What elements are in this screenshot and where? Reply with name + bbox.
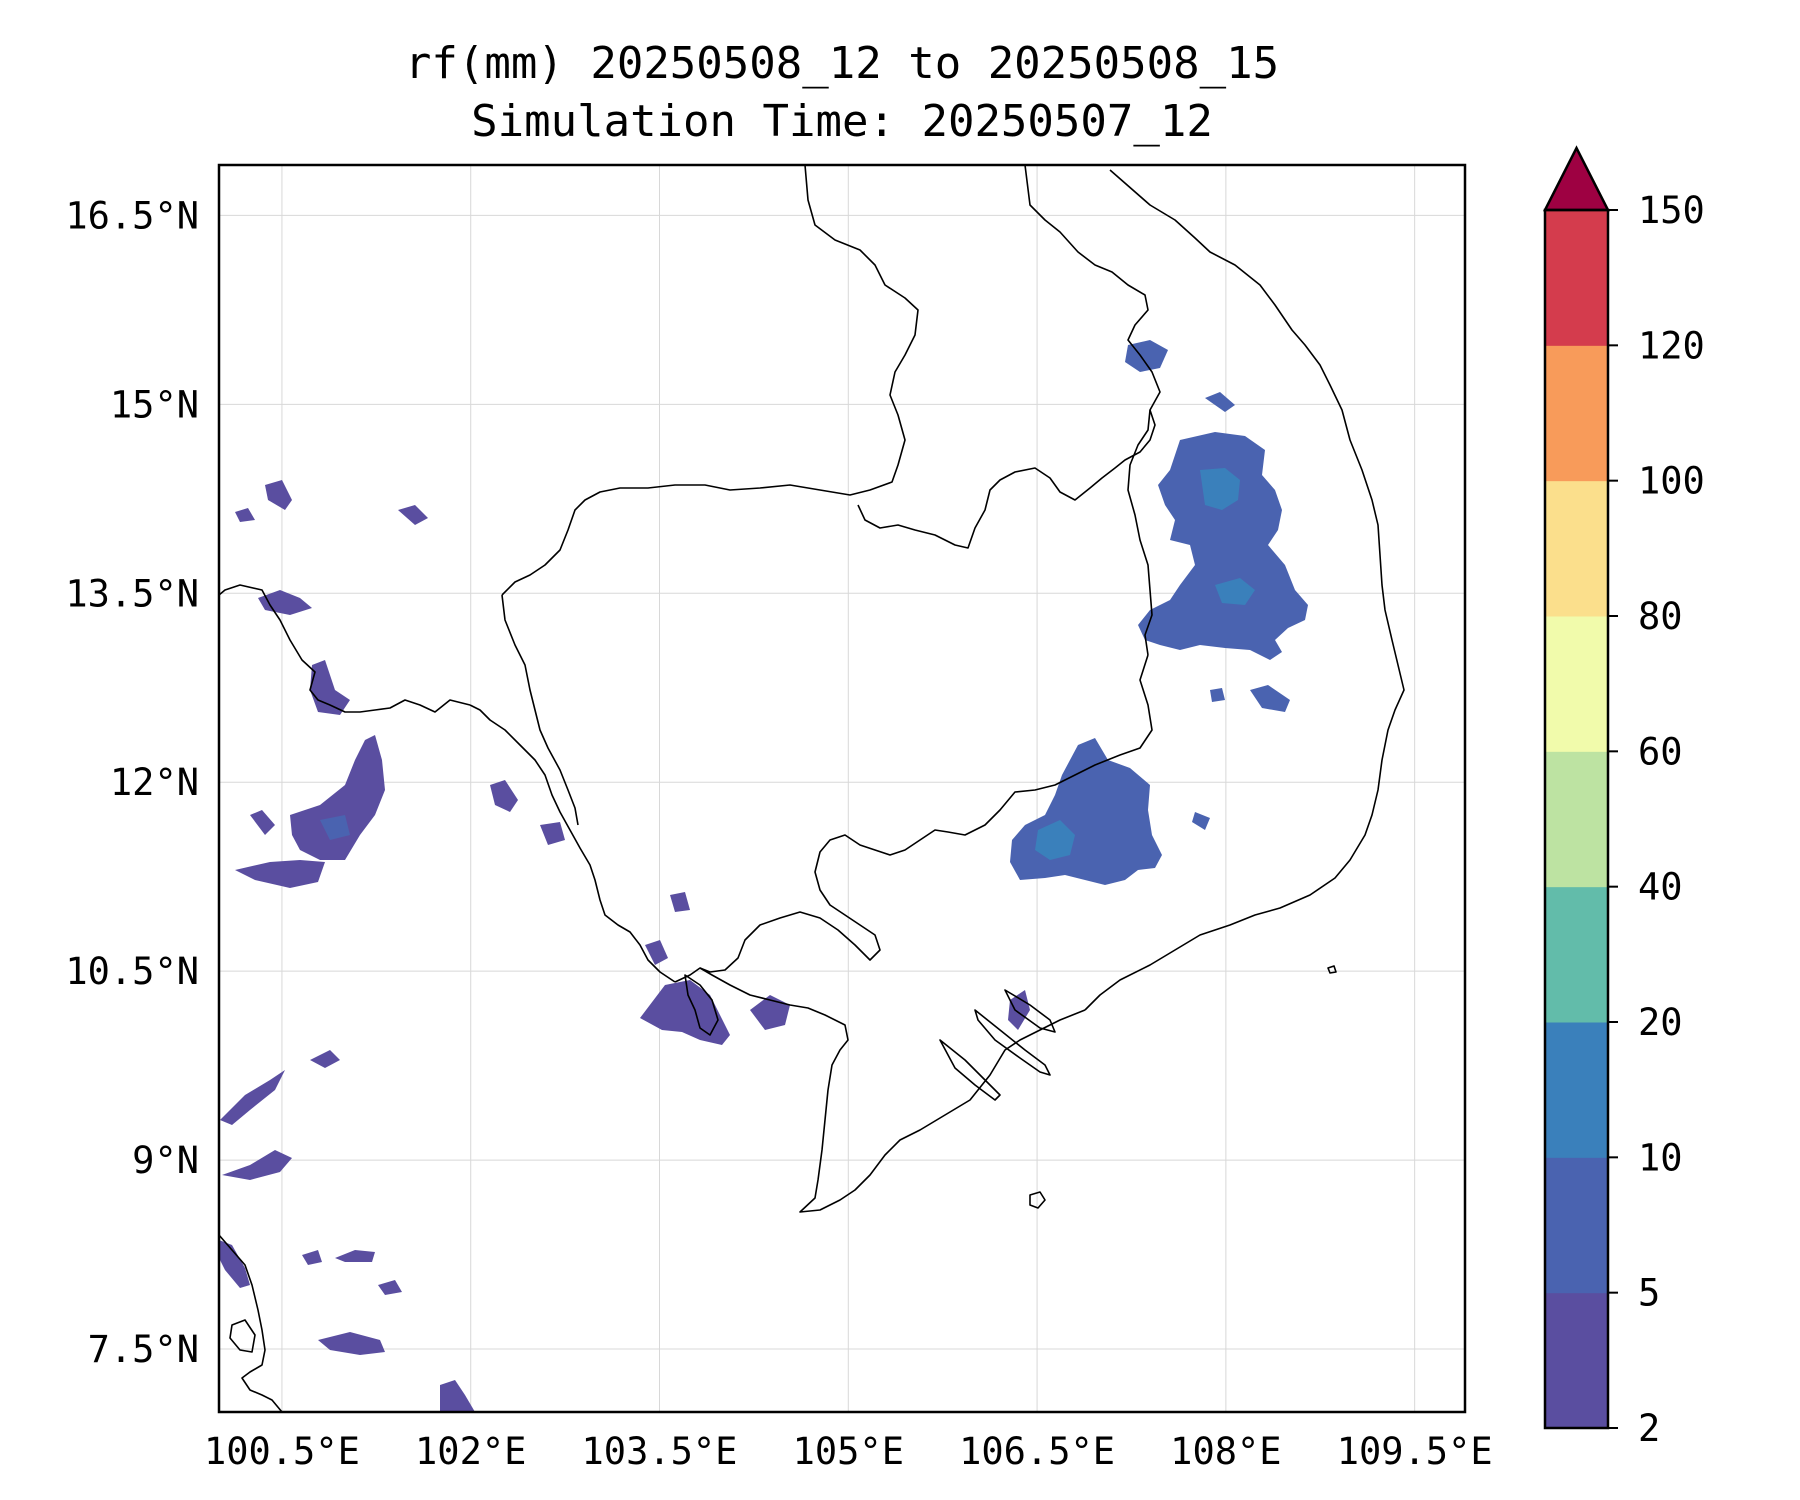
- rain-area-highlands-north-core: [1200, 468, 1240, 510]
- rain-area-sw-gulf-2: [222, 1150, 292, 1180]
- colorbar-level-label: 2: [1638, 1407, 1660, 1450]
- colorbar-band: [1545, 480, 1608, 617]
- lon-tick-label: 106.5°E: [959, 1430, 1115, 1473]
- lat-tick-label: 13.5°N: [65, 572, 199, 615]
- lat-tick-label: 15°N: [110, 383, 199, 426]
- map-title-line-1: rf(mm) 20250508_12 to 20250508_15: [405, 38, 1279, 89]
- border-laos-cambodia: [857, 409, 1156, 549]
- colorbar-band: [1545, 1022, 1608, 1158]
- rain-area-coast-3: [645, 940, 668, 965]
- lat-tick-label: 10.5°N: [65, 950, 199, 993]
- rain-area-kampot: [640, 980, 730, 1045]
- rain-area-dong-nai-core: [1035, 820, 1075, 860]
- rain-area-thai-small: [250, 810, 275, 835]
- rain-area-small-3: [1210, 688, 1225, 702]
- lon-tick-label: 103.5°E: [582, 1430, 738, 1473]
- colorbar-level-label: 120: [1638, 324, 1705, 367]
- border-laos-vietnam: [1024, 165, 1161, 656]
- colorbar-frame: [1543, 208, 1610, 1430]
- colorbar-level-label: 40: [1638, 866, 1683, 909]
- mekong-delta-coast: [674, 967, 1086, 1213]
- colorbar-band: [1545, 751, 1608, 888]
- lon-tick-label: 102°E: [415, 1430, 526, 1473]
- colorbar-band: [1545, 616, 1608, 752]
- border-cambodia-vietnam: [699, 654, 1153, 973]
- lon-tick-label: 109.5°E: [1337, 1430, 1493, 1473]
- rain-area-sw-gulf-8: [440, 1380, 475, 1412]
- rain-area-sw-gulf-7: [302, 1250, 322, 1265]
- island-phu-quoc: [684, 974, 719, 1036]
- cambodia-coast: [469, 704, 676, 983]
- rain-area-delta-south: [1008, 990, 1030, 1030]
- latitude-tick-labels: 16.5°N 15°N 13.5°N 12°N 10.5°N 9°N 7.5°N: [65, 194, 199, 1371]
- rain-area-kontum-north: [1125, 340, 1168, 372]
- map-title-line-2: Simulation Time: 20250507_12: [471, 96, 1213, 147]
- rain-area-highlands-mid-core: [1215, 578, 1255, 605]
- rain-area-coast-4: [670, 892, 690, 912]
- lat-tick-label: 9°N: [132, 1139, 199, 1182]
- map-content: [219, 165, 1465, 1412]
- map-background: [219, 165, 1465, 1412]
- delta-river-mouth-3: [1004, 989, 1056, 1033]
- longitude-tick-labels: 100.5°E 102°E 103.5°E 105°E 106.5°E 108°E 109.…: [204, 1430, 1493, 1473]
- colorbar-level-label: 60: [1638, 730, 1683, 773]
- colorbar-level-label: 80: [1638, 595, 1683, 638]
- rain-area-coast-2: [750, 995, 790, 1030]
- colorbar-extend-triangle: [1542, 145, 1611, 212]
- colorbar-level-label: 5: [1638, 1272, 1660, 1315]
- lon-tick-label: 108°E: [1170, 1430, 1281, 1473]
- rain-area-koh-kong: [490, 780, 518, 812]
- rain-area-highlands-north: [1138, 432, 1308, 660]
- rain-area-malay-coast: [219, 1240, 250, 1288]
- lat-tick-label: 16.5°N: [65, 194, 199, 237]
- lon-tick-label: 100.5°E: [204, 1430, 360, 1473]
- delta-river-mouth-2: [939, 1039, 1001, 1101]
- rain-area-sw-gulf-4: [335, 1250, 375, 1262]
- rain-area-small-1: [1205, 392, 1235, 412]
- rain-area-sw-gulf-6: [378, 1280, 402, 1295]
- thailand-east-coast: [219, 584, 471, 713]
- rain-area-small-4: [1192, 812, 1210, 830]
- island-con-dao: [1029, 1191, 1046, 1209]
- rainfall-shading: [219, 340, 1308, 1412]
- rain-area-sw-gulf-3: [310, 1050, 340, 1068]
- malay-island: [229, 1319, 256, 1353]
- island-pulau: [1327, 965, 1337, 974]
- coastlines: [219, 169, 1405, 1412]
- rain-area-small-2: [1250, 685, 1290, 712]
- colorbar-band: [1545, 210, 1608, 346]
- rain-area-thai-north-2: [398, 505, 428, 525]
- rain-area-thai-north-1: [265, 480, 292, 510]
- colorbar-band: [1545, 1157, 1608, 1294]
- rain-area-sw-gulf-1: [220, 1070, 285, 1125]
- country-borders: [501, 165, 1161, 973]
- map-frame: [217, 163, 1467, 1414]
- rain-area-chanthaburi: [258, 590, 312, 615]
- colorbar-band: [1545, 1292, 1608, 1429]
- colorbar-level-label: 20: [1638, 1001, 1683, 1044]
- rain-area-thai-north-3: [235, 508, 255, 522]
- rain-area-thai-gulf-core: [320, 815, 350, 840]
- malay-peninsula-coast: [219, 1234, 283, 1412]
- colorbar-level-label: 150: [1638, 189, 1705, 232]
- lat-tick-label: 7.5°N: [88, 1328, 199, 1371]
- colorbar-band: [1545, 345, 1608, 482]
- lat-tick-label: 12°N: [110, 761, 199, 804]
- vietnam-coast: [1084, 169, 1405, 1011]
- gridlines: [219, 165, 1465, 1412]
- border-cambodia-thailand: [501, 594, 579, 826]
- rain-area-sw-gulf-5: [318, 1332, 385, 1355]
- colorbar-level-label: 100: [1638, 460, 1705, 503]
- colorbar: 2 5 10 20 40 60 80 100 120 150: [1542, 145, 1705, 1450]
- rain-area-koh-kong-2: [540, 822, 565, 845]
- delta-river-mouth-1: [974, 1009, 1051, 1076]
- lon-tick-label: 105°E: [793, 1430, 904, 1473]
- rain-area-thai-gulf-west: [290, 735, 385, 860]
- border-laos-thailand-north: [501, 165, 919, 596]
- colorbar-band: [1545, 886, 1608, 1023]
- rain-area-thai-gulf-south: [235, 860, 325, 888]
- colorbar-level-label: 10: [1638, 1136, 1683, 1179]
